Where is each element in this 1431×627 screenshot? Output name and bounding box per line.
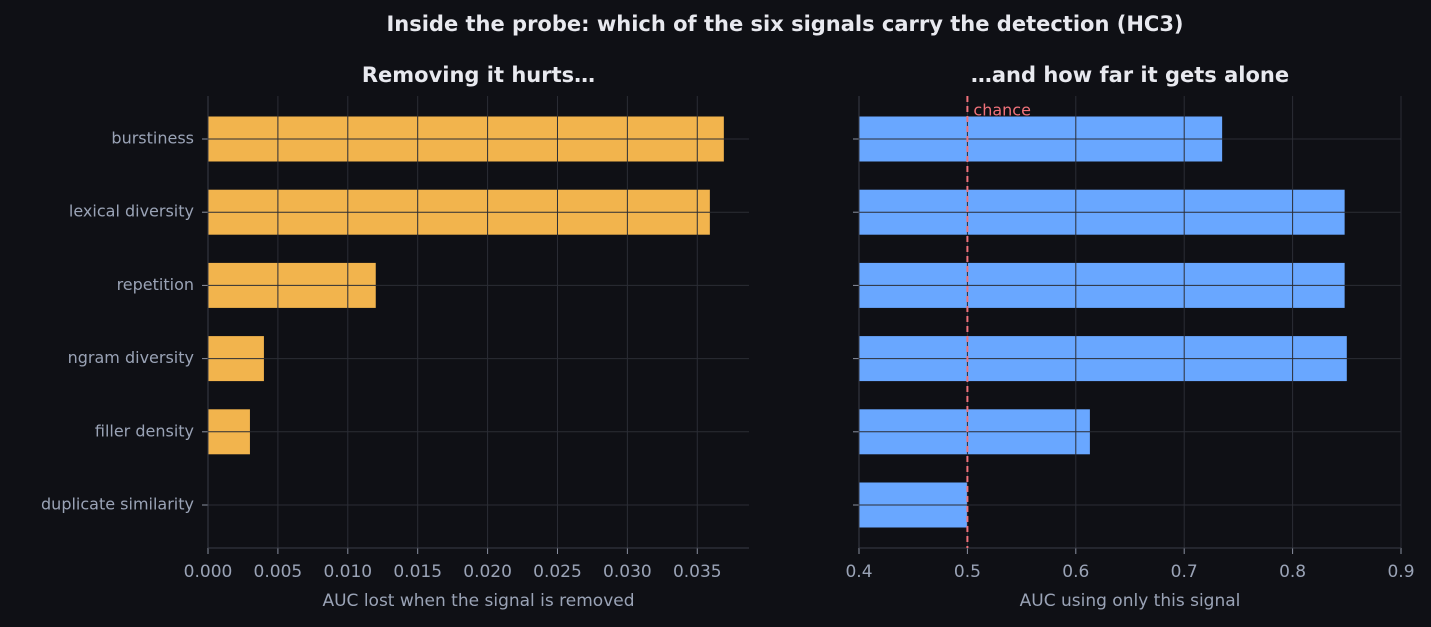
- reference-label: chance: [973, 101, 1031, 120]
- chart-title: …and how far it gets alone: [971, 63, 1289, 87]
- y-tick-label: duplicate similarity: [41, 494, 194, 513]
- x-tick-label: 0.035: [673, 562, 722, 582]
- x-axis-label: AUC using only this signal: [1020, 591, 1241, 611]
- x-tick-label: 0.9: [1387, 562, 1414, 582]
- x-tick-label: 0.010: [323, 562, 372, 582]
- x-tick-label: 0.4: [845, 562, 872, 582]
- y-tick-label: repetition: [117, 275, 194, 294]
- y-tick-label: ngram diversity: [68, 348, 194, 367]
- x-tick-label: 0.030: [603, 562, 652, 582]
- x-tick-label: 0.005: [254, 562, 303, 582]
- x-tick-label: 0.6: [1062, 562, 1089, 582]
- x-tick-label: 0.8: [1279, 562, 1306, 582]
- x-axis-label: AUC lost when the signal is removed: [322, 591, 634, 611]
- y-tick-label: lexical diversity: [69, 202, 194, 221]
- y-tick-label: burstiness: [111, 129, 194, 148]
- x-tick-label: 0.7: [1171, 562, 1198, 582]
- x-tick-label: 0.020: [463, 562, 512, 582]
- x-tick-label: 0.000: [184, 562, 233, 582]
- x-tick-label: 0.015: [393, 562, 442, 582]
- x-tick-label: 0.5: [954, 562, 981, 582]
- x-tick-label: 0.025: [533, 562, 582, 582]
- y-tick-label: filler density: [95, 421, 194, 440]
- chart-title: Removing it hurts…: [362, 63, 595, 87]
- figure-title: Inside the probe: which of the six signa…: [386, 12, 1183, 36]
